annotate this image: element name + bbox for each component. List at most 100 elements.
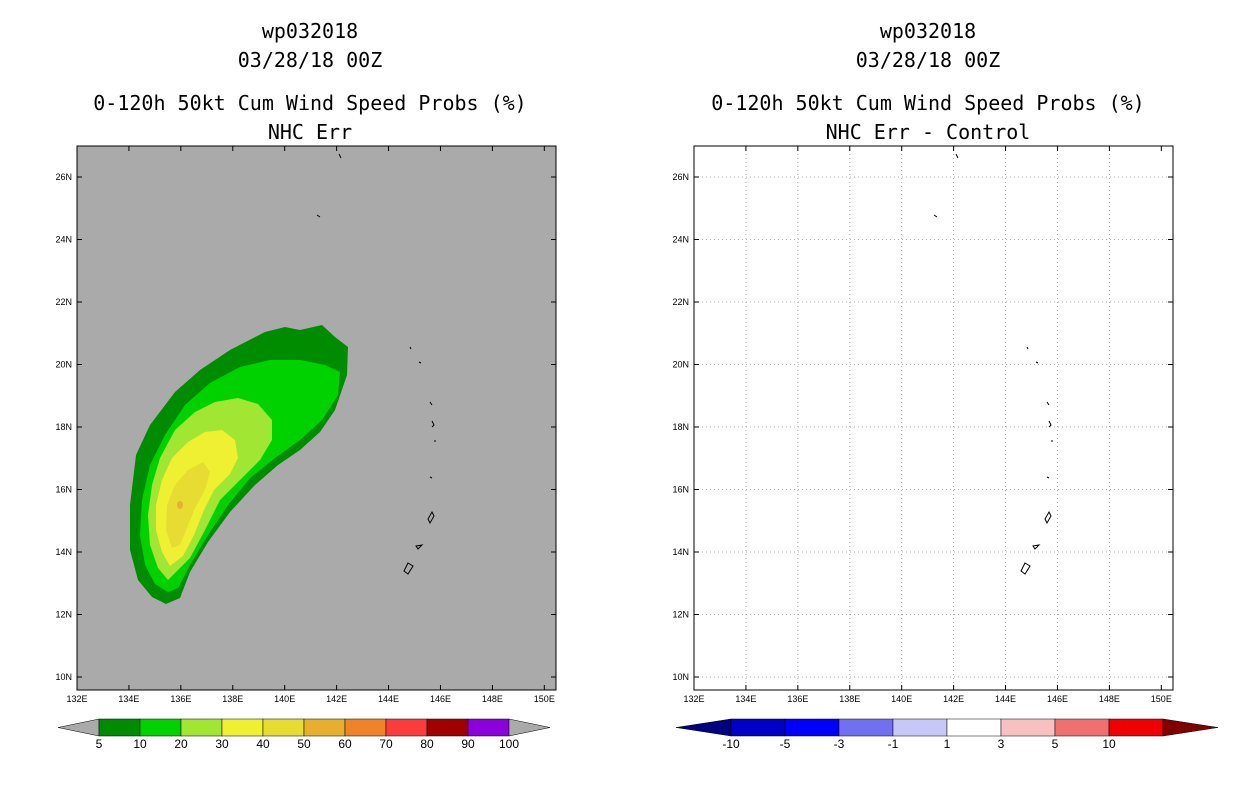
colorbar-swatch [838,718,894,737]
colorbar-swatch [1108,718,1164,737]
left-subtitle: NHC Err [267,120,353,144]
right-title: 0-120h 50kt Cum Wind Speed Probs (%) [711,91,1145,115]
colorbar-label: 50 [297,737,311,751]
left-ticks [76,146,556,690]
left-map-frame [76,145,557,691]
colorbar-swatch [303,718,346,737]
colorbar-swatch [262,718,305,737]
right-storm-id: wp032018 [879,19,977,43]
island-outline [1035,361,1039,364]
island-outline [1020,562,1031,575]
right-lat-label: 26N [672,172,689,182]
colorbar-label: 20 [174,737,188,751]
colorbar-swatch [946,718,1002,737]
island-outline [955,153,959,159]
left-lat-label: 12N [55,610,72,620]
left-lon-label: 142E [326,694,347,704]
right-lat-label: 12N [672,610,689,620]
colorbar-label: 100 [499,737,519,751]
right-coastlines [933,153,1053,575]
island-outline [1046,476,1050,479]
left-lon-label: 140E [274,694,295,704]
right-lon-label: 144E [995,694,1016,704]
colorbar-swatch [730,718,786,737]
island-outline [409,346,412,350]
right-lon-label: 138E [839,694,860,704]
colorbar-label: -10 [722,737,740,751]
left-lat-label: 10N [55,672,72,682]
island-outline [403,562,414,575]
colorbar-label: -5 [780,737,791,751]
island-outline [415,544,424,550]
island-outline [427,510,435,525]
colorbar-over-triangle [1162,718,1219,737]
colorbar-label: 10 [133,737,147,751]
right-lat-label: 22N [672,297,689,307]
colorbar-under-triangle [675,718,732,737]
left-lon-label: 138E [222,694,243,704]
right-lat-label: 24N [672,235,689,245]
left-map: 132E 134E 136E 138E 140E 142E 144E 146E 148E 150E… [55,145,557,704]
left-lat-label: 24N [55,235,72,245]
colorbar-swatch [98,718,141,737]
left-coastlines [316,153,436,575]
right-ticks [693,146,1173,690]
left-lon-label: 146E [430,694,451,704]
right-lon-label: 142E [943,694,964,704]
prob-max-center [177,501,183,509]
right-lon-label: 132E [683,694,704,704]
right-lon-label: 134E [735,694,756,704]
colorbar-label: 70 [379,737,393,751]
left-lat-label: 18N [55,422,72,432]
colorbar-swatch [1000,718,1056,737]
island-outline [338,153,342,159]
left-lat-label: 22N [55,297,72,307]
right-lon-label: 148E [1099,694,1120,704]
right-axis-labels: 132E 134E 136E 138E 140E 142E 144E 146E 148E 150E… [672,172,1171,704]
colorbar-label: -1 [888,737,899,751]
left-axis-labels: 132E 134E 136E 138E 140E 142E 144E 146E 148E 150E… [55,172,554,704]
island-outline [1044,510,1052,525]
colorbar-swatch [467,718,510,737]
left-lon-label: 134E [118,694,139,704]
colorbar-label: 80 [420,737,434,751]
prob-contour-40 [166,462,210,548]
left-lon-label: 136E [170,694,191,704]
left-lon-label: 132E [66,694,87,704]
colorbar-label: 1 [944,737,951,751]
colorbar-swatch [892,718,948,737]
right-lon-label: 146E [1047,694,1068,704]
colorbar-swatch [180,718,223,737]
right-lat-label: 20N [672,360,689,370]
right-lat-label: 10N [672,672,689,682]
left-title: 0-120h 50kt Cum Wind Speed Probs (%) [93,91,527,115]
right-lon-label: 136E [787,694,808,704]
colorbar-label: -3 [834,737,845,751]
colorbar-label: 10 [1102,737,1116,751]
colorbar-swatch [344,718,387,737]
right-gridlines [694,146,1173,690]
island-outline [429,401,433,406]
island-outline [316,214,321,218]
island-outline [1032,544,1041,550]
right-lat-label: 18N [672,422,689,432]
right-lon-label: 150E [1151,694,1172,704]
island-outline [418,361,422,364]
colorbar-swatch [139,718,182,737]
right-lat-label: 16N [672,485,689,495]
island-outline [1046,401,1050,406]
left-lat-label: 16N [55,485,72,495]
right-lat-label: 14N [672,547,689,557]
left-lon-label: 150E [534,694,555,704]
colorbar-swatch [1054,718,1110,737]
left-lon-label: 144E [378,694,399,704]
left-datetime: 03/28/18 00Z [237,48,383,72]
right-subtitle: NHC Err - Control [825,120,1031,144]
left-lat-label: 20N [55,360,72,370]
right-datetime: 03/28/18 00Z [855,48,1001,72]
left-lon-label: 148E [482,694,503,704]
island-outline [933,214,938,218]
colorbar-swatch [784,718,840,737]
left-lat-label: 26N [55,172,72,182]
